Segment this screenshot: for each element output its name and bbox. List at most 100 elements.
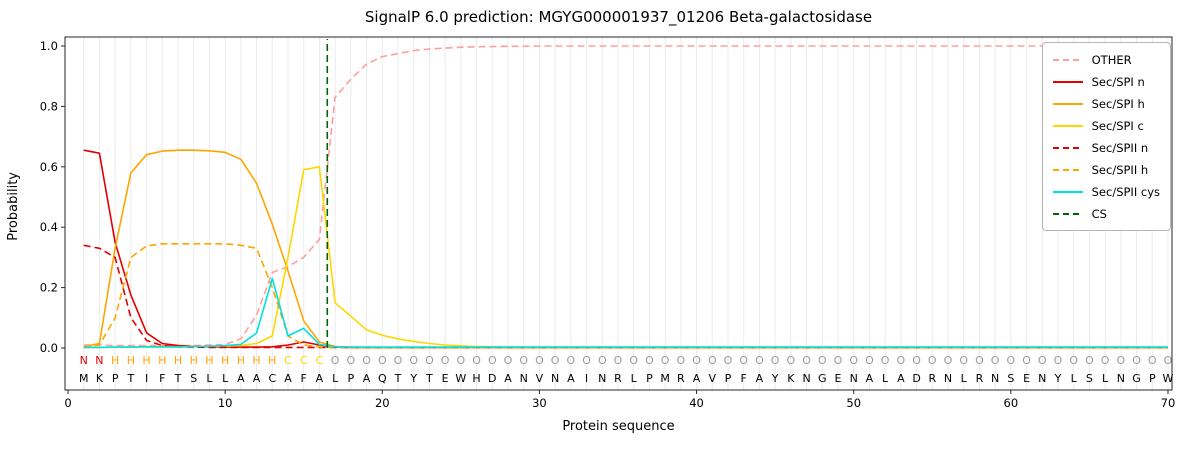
svg-text:O: O bbox=[409, 354, 418, 367]
svg-text:O: O bbox=[378, 354, 387, 367]
svg-text:O: O bbox=[1038, 354, 1047, 367]
svg-text:C: C bbox=[300, 354, 308, 367]
legend-line-sample bbox=[1052, 124, 1083, 127]
svg-text:O: O bbox=[1085, 354, 1094, 367]
svg-text:S: S bbox=[1007, 372, 1014, 385]
svg-text:P: P bbox=[112, 372, 119, 385]
legend-line-sample bbox=[1052, 80, 1083, 83]
svg-text:60: 60 bbox=[1004, 396, 1019, 410]
svg-text:L: L bbox=[206, 372, 213, 385]
legend-line-sample bbox=[1052, 190, 1083, 193]
legend-entry-sec-spi-h: Sec/SPI h bbox=[1052, 94, 1160, 113]
svg-text:H: H bbox=[205, 354, 213, 367]
svg-text:O: O bbox=[1117, 354, 1126, 367]
svg-text:O: O bbox=[944, 354, 953, 367]
y-axis-ticks: 0.0 0.2 0.4 0.6 0.8 1.0 bbox=[40, 39, 65, 355]
svg-text:1.0: 1.0 bbox=[40, 39, 58, 53]
svg-text:O: O bbox=[834, 354, 843, 367]
svg-text:O: O bbox=[724, 354, 733, 367]
svg-text:O: O bbox=[1132, 354, 1141, 367]
svg-text:Q: Q bbox=[378, 372, 387, 385]
svg-text:O: O bbox=[567, 354, 576, 367]
svg-text:Y: Y bbox=[771, 372, 779, 385]
svg-text:N: N bbox=[991, 372, 999, 385]
svg-text:O: O bbox=[614, 354, 623, 367]
svg-text:I: I bbox=[145, 372, 148, 385]
svg-text:O: O bbox=[519, 354, 528, 367]
svg-text:W: W bbox=[1163, 372, 1174, 385]
svg-text:40: 40 bbox=[689, 396, 704, 410]
svg-text:O: O bbox=[1007, 354, 1016, 367]
svg-text:T: T bbox=[126, 372, 134, 385]
legend-label: Sec/SPI h bbox=[1091, 96, 1145, 111]
svg-text:R: R bbox=[614, 372, 622, 385]
svg-text:O: O bbox=[535, 354, 544, 367]
svg-text:O: O bbox=[362, 354, 371, 367]
svg-text:O: O bbox=[881, 354, 890, 367]
svg-text:A: A bbox=[897, 372, 905, 385]
svg-text:O: O bbox=[331, 354, 340, 367]
svg-text:O: O bbox=[692, 354, 701, 367]
svg-text:O: O bbox=[865, 354, 874, 367]
svg-text:O: O bbox=[818, 354, 827, 367]
svg-text:O: O bbox=[959, 354, 968, 367]
svg-text:E: E bbox=[442, 372, 449, 385]
svg-text:20: 20 bbox=[375, 396, 390, 410]
svg-text:O: O bbox=[1022, 354, 1031, 367]
chart-title: SignalP 6.0 prediction: MGYG000001937_01… bbox=[364, 8, 873, 26]
svg-text:L: L bbox=[631, 372, 638, 385]
svg-text:A: A bbox=[284, 372, 292, 385]
axes-frame bbox=[64, 36, 1173, 391]
svg-text:L: L bbox=[222, 372, 229, 385]
svg-text:A: A bbox=[363, 372, 371, 385]
legend-line-sample bbox=[1052, 168, 1083, 171]
svg-text:O: O bbox=[1054, 354, 1063, 367]
svg-text:O: O bbox=[787, 354, 796, 367]
svg-text:L: L bbox=[961, 372, 968, 385]
svg-text:R: R bbox=[976, 372, 984, 385]
svg-text:O: O bbox=[504, 354, 513, 367]
svg-text:O: O bbox=[1069, 354, 1078, 367]
svg-text:O: O bbox=[661, 354, 670, 367]
legend-entry-sec-spi-c: Sec/SPI c bbox=[1052, 116, 1160, 135]
svg-text:H: H bbox=[252, 354, 260, 367]
legend-line-sample bbox=[1052, 212, 1083, 215]
svg-text:0: 0 bbox=[64, 396, 71, 410]
svg-text:O: O bbox=[598, 354, 607, 367]
svg-text:Y: Y bbox=[1054, 372, 1062, 385]
svg-text:A: A bbox=[756, 372, 764, 385]
legend-label: Sec/SPII n bbox=[1091, 140, 1149, 155]
legend-entry-sec-spii-n: Sec/SPII n bbox=[1052, 138, 1160, 157]
svg-text:O: O bbox=[991, 354, 1000, 367]
svg-text:O: O bbox=[849, 354, 858, 367]
x-axis-ticks: 0 10 20 30 40 50 60 70 bbox=[64, 390, 1175, 410]
svg-text:A: A bbox=[253, 372, 261, 385]
series-line-sec-spii-cys bbox=[83, 277, 1168, 349]
svg-text:T: T bbox=[425, 372, 433, 385]
svg-text:F: F bbox=[301, 372, 307, 385]
svg-text:O: O bbox=[1164, 354, 1173, 367]
legend-label: OTHER bbox=[1091, 52, 1132, 67]
gridlines bbox=[83, 37, 1169, 390]
svg-text:R: R bbox=[677, 372, 685, 385]
legend-label: Sec/SPII cys bbox=[1091, 184, 1160, 199]
svg-text:O: O bbox=[488, 354, 497, 367]
svg-text:10: 10 bbox=[218, 396, 233, 410]
svg-text:0.4: 0.4 bbox=[40, 220, 58, 234]
series-line-sec-spii-n bbox=[83, 244, 1168, 349]
legend-entry-sec-spi-n: Sec/SPI n bbox=[1052, 72, 1160, 91]
svg-text:T: T bbox=[174, 372, 182, 385]
svg-text:S: S bbox=[190, 372, 197, 385]
legend-entry-cs: CS bbox=[1052, 204, 1160, 223]
svg-text:O: O bbox=[1148, 354, 1157, 367]
svg-text:P: P bbox=[646, 372, 653, 385]
svg-text:L: L bbox=[882, 372, 889, 385]
svg-text:0.8: 0.8 bbox=[40, 99, 58, 113]
svg-text:O: O bbox=[802, 354, 811, 367]
legend-label: Sec/SPI n bbox=[1091, 74, 1145, 89]
legend-label: Sec/SPII h bbox=[1091, 162, 1149, 177]
svg-text:I: I bbox=[585, 372, 588, 385]
svg-text:D: D bbox=[912, 372, 920, 385]
